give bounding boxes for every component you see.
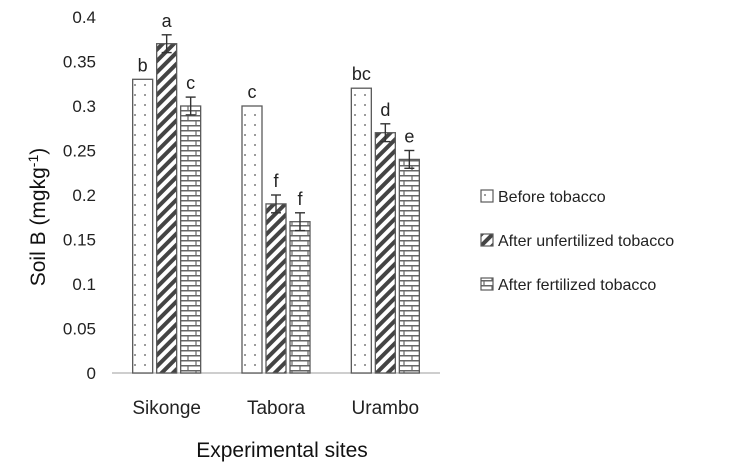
y-axis-title-close: )	[27, 148, 50, 155]
legend-label: After unfertilized tobacco	[498, 233, 674, 250]
significance-letter: b	[138, 55, 148, 75]
y-tick-label: 0.2	[72, 186, 96, 205]
significance-letter: bc	[352, 64, 371, 84]
significance-letter: c	[248, 82, 257, 102]
y-axis-title-text: Soil B (mgkg	[27, 167, 50, 286]
x-category-label: Urambo	[352, 398, 420, 419]
bar-dots-sikonge	[132, 78, 154, 374]
y-tick-label: 0.1	[72, 275, 96, 294]
bar-diagonal-tabora	[265, 203, 287, 374]
x-category-label: Sikonge	[132, 398, 201, 419]
y-axis-title-superscript: -1	[25, 155, 41, 168]
legend-swatch-diagonal	[480, 233, 494, 247]
bar-dots-tabora	[241, 105, 263, 374]
legend: Before tobacco After unfertilized tobacco…	[480, 189, 674, 294]
y-tick-label: 0.35	[63, 53, 96, 72]
y-axis-ticks: 0 0.05 0.1 0.15 0.2 0.25 0.3 0.35 0.4	[63, 8, 96, 383]
significance-letter: c	[186, 73, 195, 93]
legend-label: After fertilized tobacco	[498, 277, 656, 294]
bar-diagonal-urambo	[374, 132, 396, 374]
y-axis-title: Soil B (mgkg-1)	[25, 148, 50, 287]
y-tick-label: 0.15	[63, 231, 96, 250]
y-tick-label: 0.05	[63, 320, 96, 339]
bar-diagonal-sikonge	[156, 43, 178, 374]
x-axis-categories: Sikonge Tabora Urambo	[132, 398, 419, 419]
legend-label: Before tobacco	[498, 189, 606, 206]
significance-letter: e	[404, 127, 414, 147]
y-tick-label: 0.25	[63, 142, 96, 161]
y-tick-label: 0	[87, 364, 96, 383]
x-category-label: Tabora	[247, 398, 306, 419]
bar-bricks-tabora	[289, 221, 311, 374]
y-tick-label: 0.4	[72, 8, 96, 27]
bar-dots-urambo	[350, 87, 372, 374]
legend-swatch-dots	[480, 189, 494, 203]
y-tick-label: 0.3	[72, 97, 96, 116]
bar-bricks-sikonge	[180, 105, 202, 374]
bar-bricks-urambo	[398, 158, 420, 374]
significance-letter: a	[162, 11, 173, 31]
significance-letter: f	[297, 189, 303, 209]
significance-letter: d	[380, 100, 390, 120]
legend-swatch-bricks	[480, 277, 494, 291]
significance-letter: f	[273, 171, 279, 191]
x-axis-title: Experimental sites	[196, 439, 368, 462]
